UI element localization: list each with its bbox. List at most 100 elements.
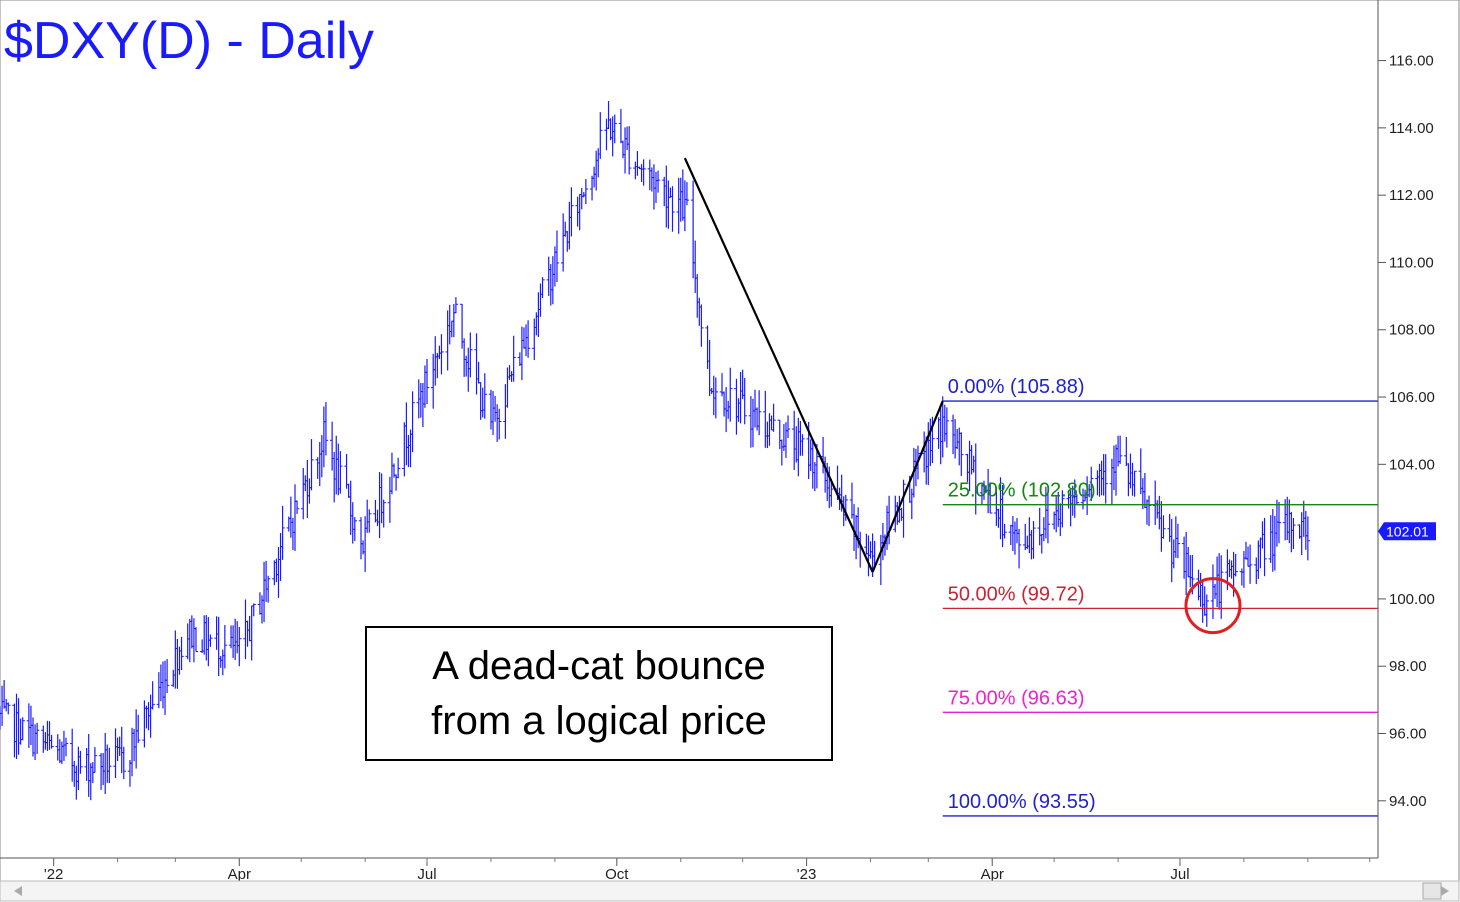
fib-levels: 0.00% (105.88) 25.00% (102.80) 50.00% (99.… bbox=[942, 376, 1378, 817]
price-bar bbox=[1305, 516, 1311, 561]
price-bar bbox=[901, 479, 906, 538]
y-tick-label: 106.00 bbox=[1389, 389, 1435, 406]
price-bar bbox=[136, 714, 141, 743]
annotation-frame bbox=[365, 626, 833, 761]
x-axis-ticks: '22 Apr Jul Oct '23 Apr Jul bbox=[44, 858, 1371, 883]
price-bar bbox=[410, 391, 415, 453]
price-bar bbox=[641, 159, 646, 186]
y-tick-label: 100.00 bbox=[1389, 591, 1435, 608]
last-price-label: 102.01 bbox=[1386, 523, 1429, 539]
scroll-left-arrow-icon[interactable] bbox=[14, 886, 22, 896]
price-bar bbox=[699, 304, 704, 347]
x-tick-label: Jul bbox=[1170, 866, 1189, 883]
y-tick-label: 108.00 bbox=[1389, 322, 1435, 339]
price-bar bbox=[453, 297, 459, 314]
price-bar bbox=[655, 170, 661, 193]
x-tick-label: Jul bbox=[417, 866, 436, 883]
x-tick-label: Oct bbox=[605, 866, 629, 883]
price-bar bbox=[164, 658, 170, 693]
price-bar bbox=[367, 509, 372, 533]
price-bar bbox=[554, 230, 560, 282]
y-tick-label: 96.00 bbox=[1389, 726, 1427, 743]
price-bar bbox=[684, 182, 690, 206]
price-bar bbox=[497, 408, 502, 440]
price-bar bbox=[294, 500, 300, 514]
price-bar bbox=[237, 626, 242, 667]
price-bar bbox=[713, 377, 719, 419]
price-bar bbox=[1132, 470, 1137, 497]
scroll-thumb[interactable] bbox=[1422, 882, 1442, 900]
price-bar bbox=[540, 277, 545, 299]
y-tick-label: 112.00 bbox=[1389, 187, 1434, 204]
price-bar bbox=[381, 499, 386, 528]
swing-lines bbox=[683, 157, 944, 573]
price-bar bbox=[150, 681, 155, 710]
scroll-right-arrow-icon[interactable] bbox=[1441, 886, 1449, 896]
fib-level-label: 100.00% (93.55) bbox=[948, 791, 1096, 813]
price-bar bbox=[222, 625, 228, 669]
price-bar bbox=[511, 335, 516, 382]
price-bar bbox=[944, 407, 950, 448]
price-bar bbox=[1016, 528, 1022, 569]
price-bar bbox=[1089, 466, 1094, 502]
price-bar bbox=[265, 575, 271, 603]
price-bar bbox=[395, 457, 401, 479]
x-tick-label: Apr bbox=[228, 866, 251, 883]
annotation-box: A dead-cat bounce from a logical price bbox=[365, 626, 833, 761]
last-price-tag: 102.01 bbox=[1378, 522, 1436, 541]
price-bar bbox=[6, 702, 11, 715]
price-bar bbox=[569, 187, 574, 237]
price-bar bbox=[482, 373, 487, 419]
price-bar bbox=[107, 747, 112, 784]
fib-level-label: 75.00% (96.63) bbox=[948, 687, 1085, 709]
price-bar bbox=[1146, 495, 1152, 527]
price-bar bbox=[1247, 544, 1253, 584]
price-bar bbox=[756, 390, 762, 436]
price-bar bbox=[208, 634, 213, 647]
y-axis-ticks: 94.0096.0098.00100.00102.00104.00106.001… bbox=[1378, 53, 1435, 810]
price-bar bbox=[1262, 517, 1267, 577]
highlight-circle bbox=[1184, 577, 1242, 635]
price-bar bbox=[280, 505, 285, 560]
annotation-line-1: A dead-cat bounce bbox=[432, 644, 766, 688]
price-bar bbox=[1291, 517, 1296, 550]
price-bar bbox=[987, 482, 993, 514]
price-bar bbox=[1060, 490, 1065, 528]
x-tick-label: Apr bbox=[981, 866, 1004, 883]
price-bar bbox=[1161, 515, 1166, 539]
price-bar bbox=[121, 746, 126, 780]
price-bar bbox=[468, 332, 473, 378]
price-bar bbox=[251, 603, 256, 617]
price-bar bbox=[193, 627, 199, 653]
annotation-line-2: from a logical price bbox=[431, 699, 767, 743]
price-bar bbox=[78, 750, 83, 774]
price-bars bbox=[0, 100, 1311, 801]
y-tick-label: 110.00 bbox=[1389, 254, 1434, 271]
price-bar bbox=[598, 112, 603, 159]
y-tick-label: 98.00 bbox=[1389, 658, 1427, 675]
scroll-track[interactable] bbox=[0, 880, 1460, 902]
price-bar bbox=[728, 367, 733, 422]
y-tick-label: 104.00 bbox=[1389, 456, 1435, 473]
price-bar bbox=[1204, 594, 1209, 627]
price-bar bbox=[49, 734, 54, 749]
price-bar bbox=[670, 186, 675, 232]
price-bar bbox=[309, 439, 314, 491]
price-bar bbox=[424, 358, 430, 405]
price-bar bbox=[1117, 435, 1123, 464]
price-bar bbox=[63, 737, 69, 757]
chart-title: $DXY(D) - Daily bbox=[4, 12, 374, 70]
price-bar bbox=[338, 451, 343, 494]
scroll-bar[interactable] bbox=[0, 880, 1460, 902]
price-bar bbox=[1045, 494, 1051, 544]
price-bar bbox=[1276, 502, 1282, 544]
last-price-tag-shape bbox=[1378, 522, 1436, 541]
y-tick-label: 114.00 bbox=[1389, 120, 1434, 137]
swing-line bbox=[683, 157, 874, 573]
price-bar bbox=[1074, 494, 1080, 505]
price-bar bbox=[1031, 521, 1036, 559]
price-bar bbox=[1103, 454, 1108, 504]
x-tick-label: '22 bbox=[44, 866, 64, 883]
